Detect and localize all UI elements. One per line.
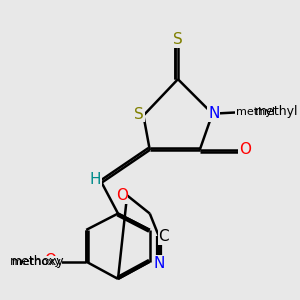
Text: O: O (44, 253, 56, 268)
Text: O: O (239, 142, 251, 158)
Text: O: O (116, 188, 128, 203)
Text: methyl: methyl (254, 105, 298, 119)
Text: methoxy: methoxy (12, 257, 61, 267)
Text: S: S (134, 106, 144, 122)
Text: S: S (173, 32, 183, 47)
Text: N: N (153, 256, 165, 271)
Text: methyl: methyl (236, 107, 274, 117)
Text: H: H (90, 172, 101, 188)
Text: C: C (158, 229, 169, 244)
Text: methoxy: methoxy (10, 255, 64, 268)
Text: N: N (208, 106, 220, 121)
